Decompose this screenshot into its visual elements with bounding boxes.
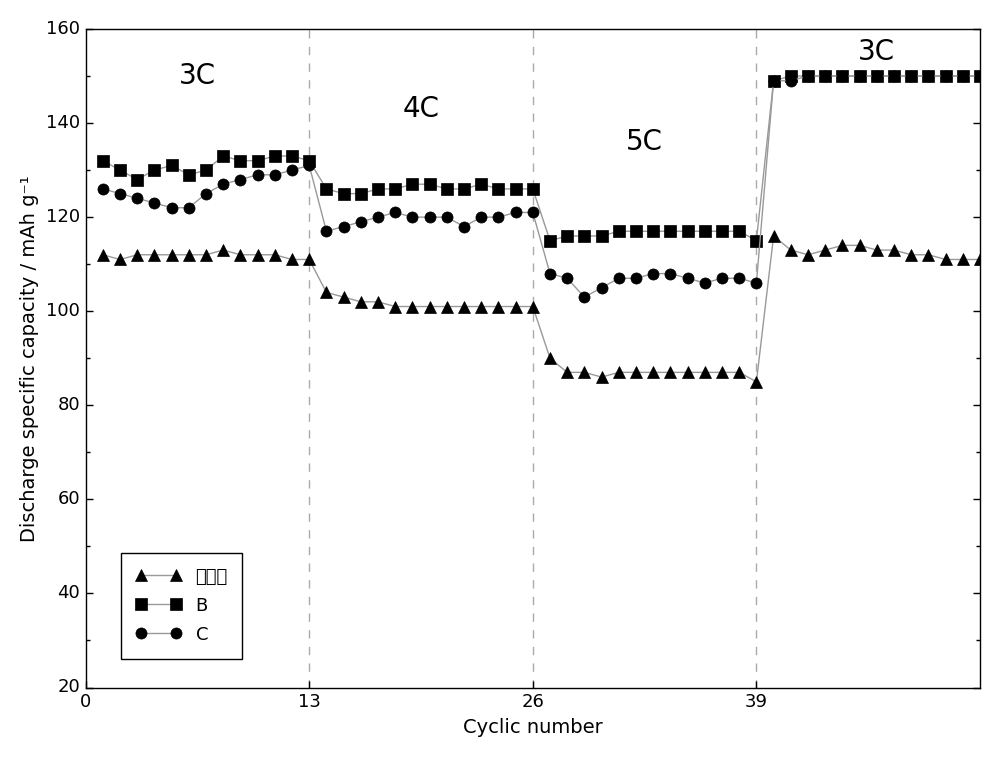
对比样 — [750, 377, 762, 386]
C — [166, 203, 178, 212]
Line: 对比样: 对比样 — [97, 230, 986, 388]
B — [647, 226, 659, 235]
C — [802, 71, 814, 80]
Y-axis label: Discharge specific capacity / mAh g⁻¹: Discharge specific capacity / mAh g⁻¹ — [20, 175, 39, 541]
B — [544, 236, 556, 245]
Legend: 对比样, B, C: 对比样, B, C — [121, 553, 242, 659]
C — [97, 185, 109, 194]
Text: 4C: 4C — [403, 95, 440, 123]
X-axis label: Cyclic number: Cyclic number — [463, 718, 603, 737]
Text: 3C: 3C — [858, 39, 895, 67]
C — [406, 213, 418, 222]
对比样 — [561, 368, 573, 377]
C — [974, 71, 986, 80]
Line: C: C — [97, 70, 986, 303]
对比样 — [166, 251, 178, 260]
C — [682, 274, 694, 283]
C — [561, 274, 573, 283]
对比样 — [630, 368, 642, 377]
B — [97, 156, 109, 165]
B — [510, 185, 522, 194]
对比样 — [664, 368, 676, 377]
B — [785, 71, 797, 80]
对比样 — [974, 255, 986, 264]
C — [578, 292, 590, 301]
C — [647, 269, 659, 278]
对比样 — [768, 232, 780, 241]
B — [166, 160, 178, 170]
B — [974, 71, 986, 80]
对比样 — [510, 302, 522, 311]
Text: 5C: 5C — [626, 128, 663, 156]
B — [406, 179, 418, 188]
B — [578, 232, 590, 241]
对比样 — [406, 302, 418, 311]
B — [682, 226, 694, 235]
Text: 3C: 3C — [179, 62, 216, 90]
Line: B: B — [97, 70, 986, 246]
对比样 — [97, 251, 109, 260]
C — [510, 208, 522, 217]
